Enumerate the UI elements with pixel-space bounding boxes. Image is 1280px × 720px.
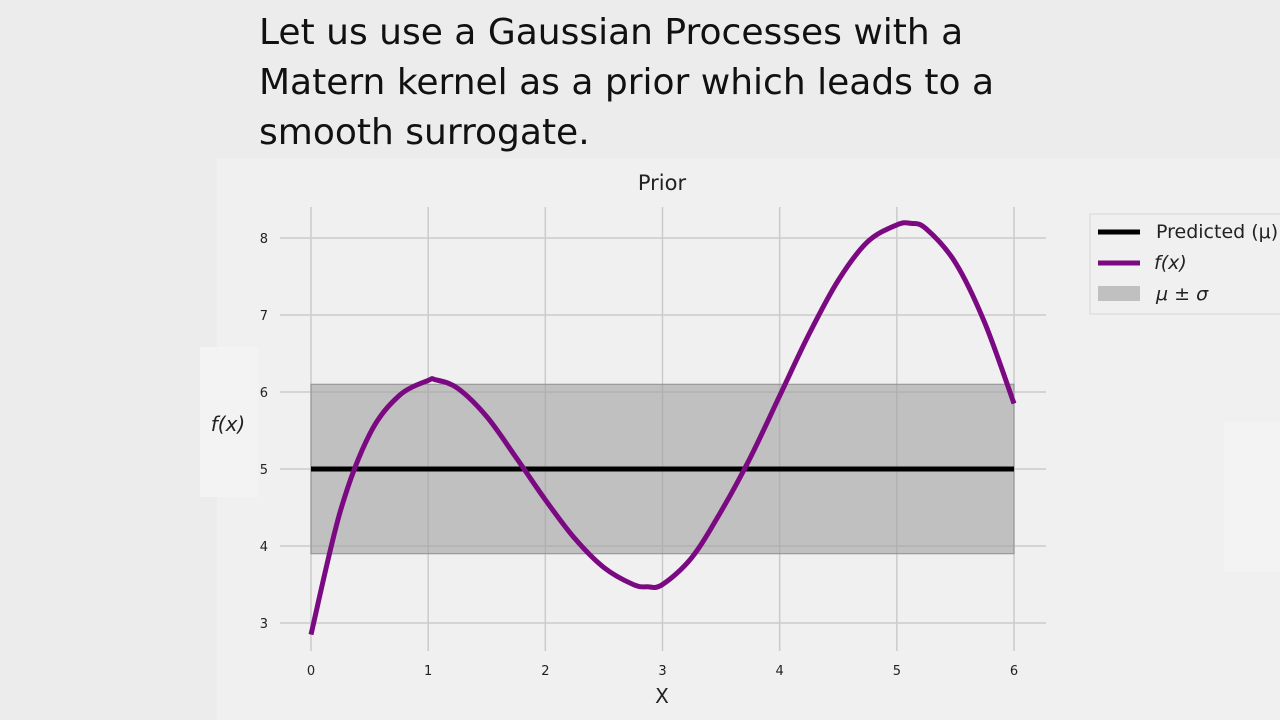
- chart-title: Prior: [638, 171, 687, 195]
- slide-text: Let us use a Gaussian Processes with a M…: [259, 8, 1019, 158]
- y-tick-label: 3: [260, 617, 268, 632]
- right-panel-patch: [1224, 422, 1280, 572]
- legend-label-function: f(x): [1154, 252, 1187, 274]
- x-tick-label: 4: [776, 664, 784, 679]
- legend-label-band: μ ± σ: [1155, 283, 1209, 305]
- legend-swatch-band: [1098, 286, 1140, 301]
- x-tick-label: 0: [307, 664, 315, 679]
- legend-label-mean: Predicted (μ): [1156, 221, 1278, 243]
- x-tick-label: 5: [893, 664, 901, 679]
- slide-text-line-3: smooth surrogate.: [259, 112, 590, 153]
- ticks-layer: 0 1 2 3 4 5 6 3 4 5 6 7 8: [260, 232, 1018, 679]
- y-tick-label: 4: [260, 540, 268, 555]
- x-axis-label: X: [655, 684, 669, 708]
- ylabel-panel: [200, 347, 258, 497]
- y-axis-label: f(x): [211, 412, 245, 436]
- y-tick-label: 7: [260, 309, 268, 324]
- x-tick-label: 1: [424, 664, 432, 679]
- y-tick-label: 6: [260, 386, 268, 401]
- y-tick-label: 5: [260, 463, 268, 478]
- lines-layer: [308, 220, 1017, 636]
- function-curve: [308, 220, 1017, 636]
- slide-text-line-1: Let us use a Gaussian Processes with a: [259, 12, 964, 53]
- slide-text-line-2: Matern kernel as a prior which leads to …: [259, 62, 995, 103]
- x-tick-label: 3: [658, 664, 666, 679]
- x-tick-label: 2: [541, 664, 549, 679]
- x-tick-label: 6: [1010, 664, 1018, 679]
- y-tick-label: 8: [260, 232, 268, 247]
- legend: Predicted (μ) f(x) μ ± σ: [1089, 213, 1280, 315]
